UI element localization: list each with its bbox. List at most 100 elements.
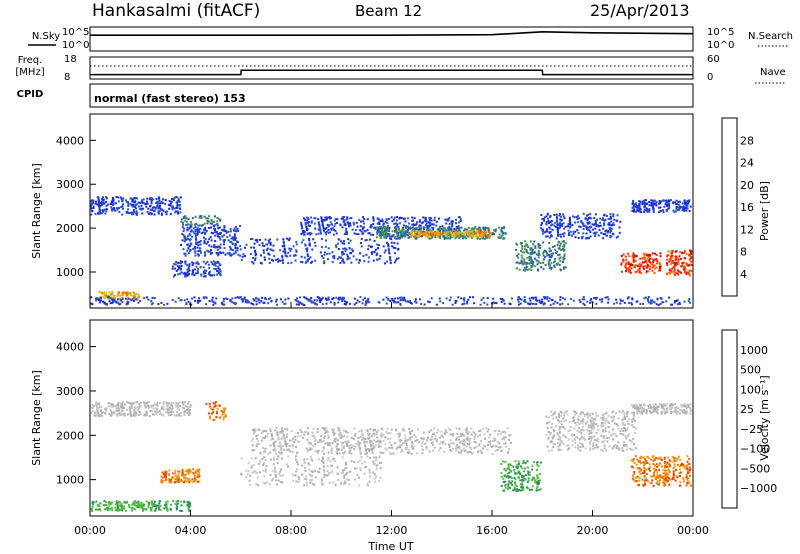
power-point [308, 242, 311, 245]
velocity-point [357, 441, 360, 444]
power-point [560, 222, 563, 225]
power-point [564, 242, 567, 245]
power-point [268, 257, 271, 260]
velocity-point [270, 438, 273, 441]
power-point [215, 297, 218, 300]
power-point [417, 232, 420, 235]
power-point [670, 303, 673, 306]
power-point [433, 219, 436, 222]
power-point [263, 258, 266, 261]
power-point [583, 298, 586, 301]
power-point [177, 197, 180, 200]
power-point [530, 260, 533, 263]
power-point [503, 226, 506, 229]
velocity-point [417, 428, 419, 431]
power-point [122, 291, 125, 294]
power-point [627, 263, 630, 266]
velocity-point [277, 445, 280, 448]
velocity-point [188, 414, 191, 416]
velocity-point [389, 437, 392, 440]
power-point [523, 269, 526, 272]
velocity-point [337, 427, 340, 429]
velocity-point [563, 420, 566, 422]
power-point [553, 264, 556, 267]
power-point [318, 299, 321, 302]
power-point [532, 243, 535, 246]
power-point [400, 232, 402, 235]
power-point [232, 237, 235, 240]
velocity-point [168, 409, 171, 412]
velocity-point [254, 428, 257, 431]
power-point [458, 216, 461, 219]
power-point [675, 257, 678, 260]
power-point [645, 199, 647, 202]
power-point [559, 303, 562, 306]
velocity-point [363, 441, 366, 444]
power-point [328, 216, 331, 218]
power-point [603, 213, 606, 216]
power-point [217, 261, 220, 264]
velocity-point [610, 434, 613, 437]
power-point [385, 302, 388, 305]
velocity-point [479, 434, 482, 437]
power-point [372, 233, 374, 236]
power-point [171, 267, 174, 270]
velocity-point [188, 412, 191, 415]
velocity-point [456, 433, 459, 435]
power-point [301, 302, 304, 305]
power-point [133, 210, 135, 213]
power-point [219, 272, 221, 275]
power-point [164, 199, 167, 202]
velocity-point [559, 443, 562, 446]
power-point [182, 230, 185, 232]
velocity-point [552, 445, 555, 448]
power-point [333, 302, 336, 305]
velocity-point [533, 461, 535, 463]
velocity-scatter [90, 401, 692, 512]
power-point [678, 301, 681, 304]
velocity-point [314, 439, 316, 442]
velocity-point [562, 434, 564, 437]
power-point [499, 297, 502, 300]
power-point [659, 265, 661, 268]
velocity-point [139, 412, 142, 415]
power-point [121, 199, 124, 202]
power-point [530, 264, 533, 267]
velocity-point [592, 421, 595, 424]
power-point [333, 228, 335, 231]
power-point [534, 247, 537, 250]
velocity-point [264, 435, 267, 438]
power-point [342, 216, 345, 219]
velocity-point [608, 445, 611, 448]
velocity-point [578, 422, 581, 425]
power-point [312, 238, 315, 241]
power-point [682, 252, 685, 254]
power-point [370, 225, 373, 228]
velocity-point [116, 413, 119, 416]
power-point [189, 245, 191, 248]
power-point [109, 302, 112, 305]
velocity-point [508, 448, 511, 451]
velocity-point [577, 448, 580, 450]
power-point [217, 235, 220, 238]
power-point [439, 225, 442, 228]
velocity-point [331, 451, 333, 454]
velocity-point [364, 444, 366, 446]
velocity-point [364, 452, 367, 455]
velocity-point [590, 422, 593, 425]
power-point [176, 204, 179, 206]
velocity-point [587, 424, 590, 427]
power-point [435, 303, 438, 306]
power-point [320, 232, 322, 235]
power-point [325, 302, 328, 305]
velocity-point [358, 430, 361, 433]
power-point [440, 232, 443, 235]
velocity-point [589, 447, 592, 450]
power-point [139, 201, 142, 204]
velocity-point [631, 420, 634, 423]
power-point [635, 270, 638, 273]
power-point [438, 227, 441, 230]
power-point [396, 216, 399, 218]
power-point [188, 227, 191, 230]
power-point [394, 247, 397, 250]
